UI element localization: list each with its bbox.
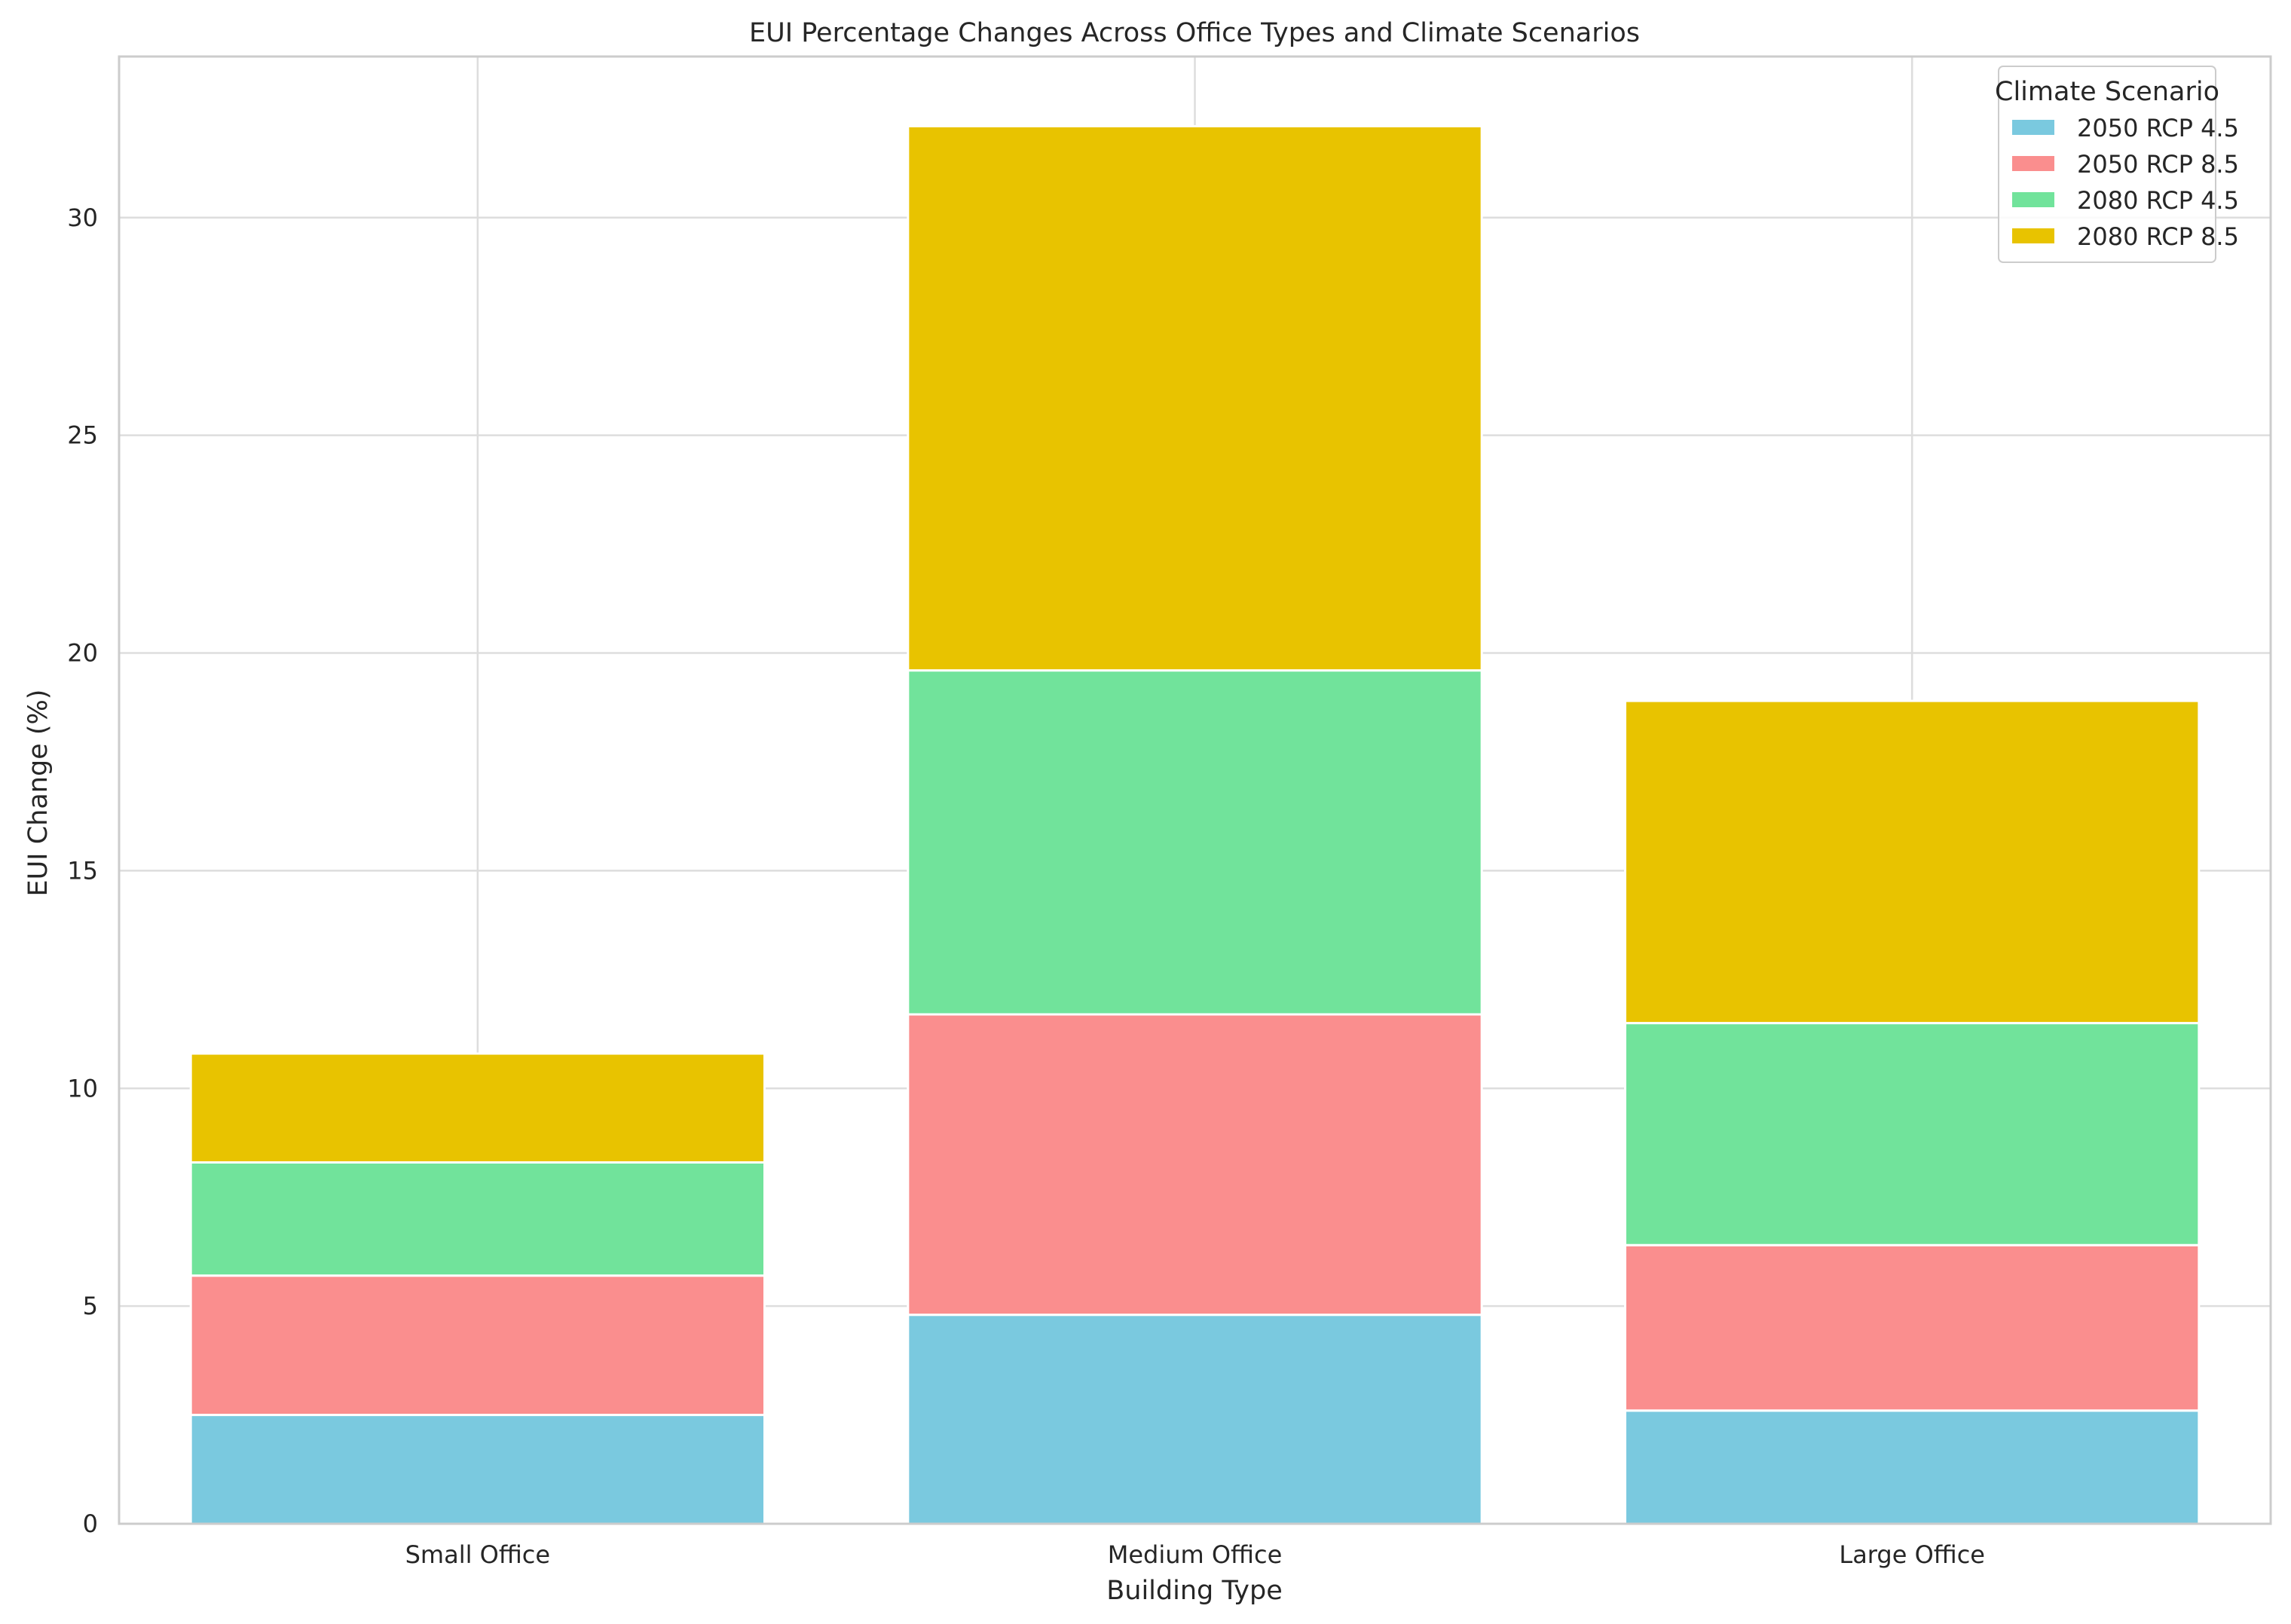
- legend-entry-label: 2080 RCP 4.5: [2077, 186, 2239, 215]
- x-axis-label: Building Type: [1106, 1576, 1283, 1606]
- y-axis-ticks: 0 5 10 15 20 25 30: [67, 203, 98, 1538]
- bar-segment-medium-office-2050-rcp-8-5: [907, 1013, 1483, 1317]
- y-tick-label: 20: [67, 639, 98, 668]
- legend: Climate Scenario 2050 RCP 4.5 2050 RCP 8.…: [1995, 66, 2239, 263]
- bar-segment-small-office-2050-rcp-4-5: [189, 1414, 766, 1525]
- legend-swatch: [2012, 120, 2054, 135]
- legend-entry-label: 2050 RCP 4.5: [2077, 114, 2239, 142]
- y-axis-label: EUI Change (%): [23, 690, 54, 897]
- bar-segment-small-office-2080-rcp-4-5: [189, 1161, 766, 1277]
- y-tick-label: 30: [67, 203, 98, 232]
- x-tick-label: Small Office: [405, 1540, 550, 1569]
- legend-swatch: [2012, 228, 2054, 243]
- bar-segment-large-office-2050-rcp-8-5: [1624, 1243, 2201, 1412]
- plot-frame: [118, 55, 2272, 1525]
- y-tick-label: 10: [67, 1074, 98, 1103]
- bar-segment-large-office-2050-rcp-4-5: [1624, 1409, 2201, 1525]
- x-tick-label: Medium Office: [1108, 1540, 1283, 1569]
- y-tick-label: 5: [83, 1292, 98, 1320]
- bars: [189, 124, 2201, 1525]
- bar-segment-small-office-2050-rcp-8-5: [189, 1274, 766, 1417]
- bar-segment-large-office-2080-rcp-4-5: [1624, 1022, 2201, 1246]
- legend-swatch: [2012, 192, 2054, 207]
- legend-items: 2050 RCP 4.5 2050 RCP 8.5 2080 RCP 4.5 2080…: [2012, 114, 2239, 251]
- legend-entry-label: 2080 RCP 8.5: [2077, 222, 2239, 251]
- legend-title: Climate Scenario: [1995, 77, 2219, 107]
- legend-swatch: [2012, 156, 2054, 171]
- plot-border: [118, 55, 2272, 1525]
- bar-segment-medium-office-2080-rcp-4-5: [907, 669, 1483, 1016]
- bar-segment-small-office-2080-rcp-8-5: [189, 1052, 766, 1164]
- legend-box: [1998, 66, 2216, 263]
- legend-entry-label: 2050 RCP 8.5: [2077, 150, 2239, 179]
- x-tick-label: Large Office: [1839, 1540, 1985, 1569]
- bar-segment-large-office-2080-rcp-8-5: [1624, 699, 2201, 1025]
- y-tick-label: 25: [67, 421, 98, 450]
- bar-segment-medium-office-2050-rcp-4-5: [907, 1314, 1483, 1525]
- y-tick-label: 0: [83, 1509, 98, 1538]
- bar-segment-medium-office-2080-rcp-8-5: [907, 124, 1483, 672]
- x-axis-ticks: Small Office Medium Office Large Office: [405, 1540, 1985, 1569]
- chart-title: EUI Percentage Changes Across Office Typ…: [749, 18, 1640, 48]
- y-tick-label: 15: [67, 856, 98, 885]
